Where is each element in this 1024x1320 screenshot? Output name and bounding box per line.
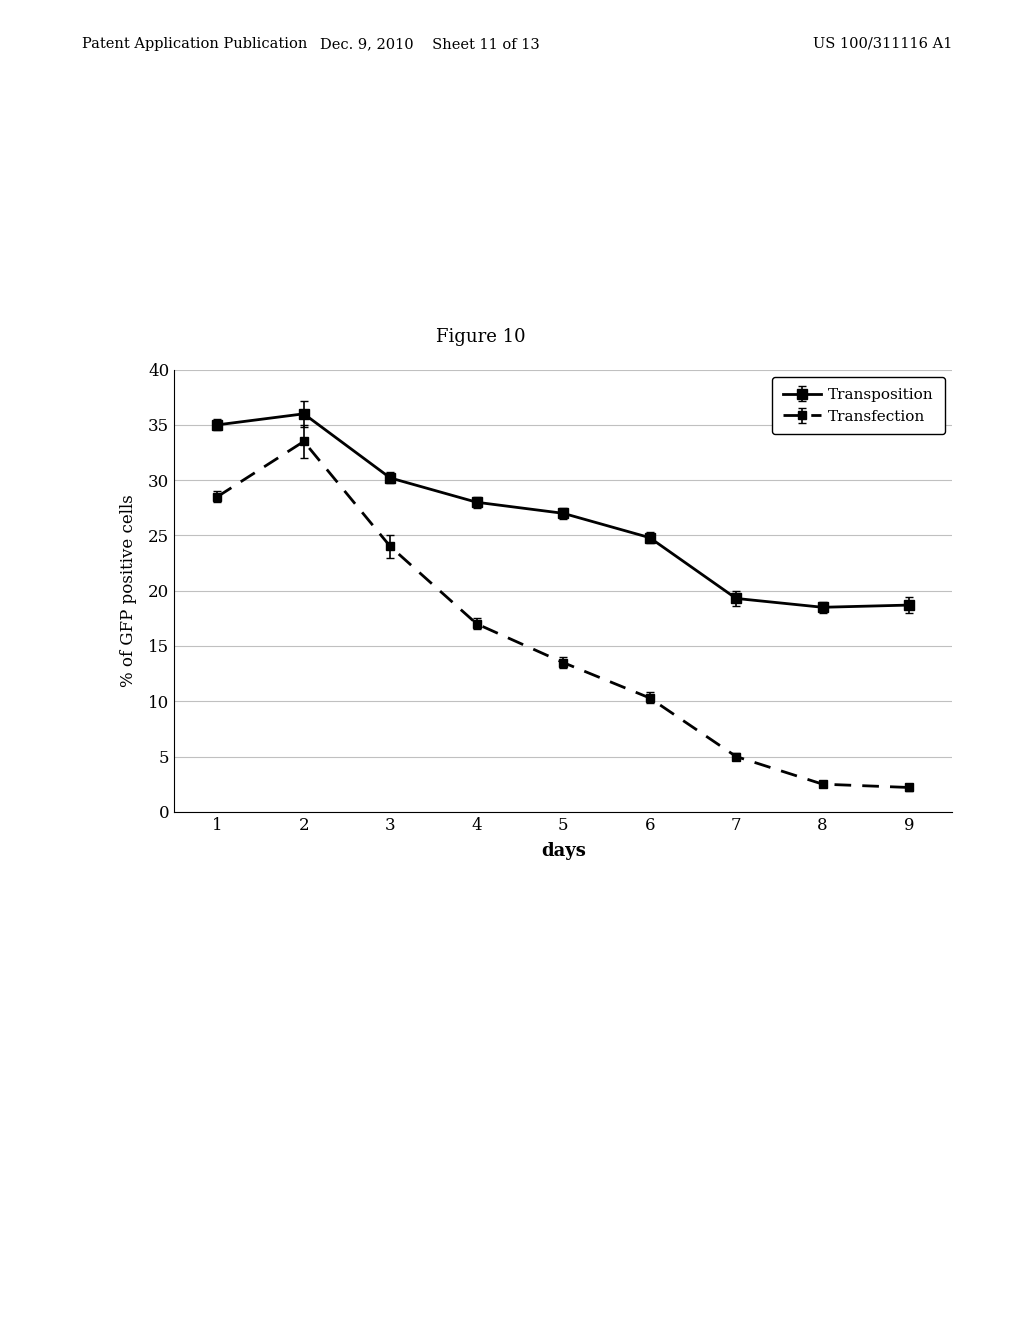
Text: Dec. 9, 2010    Sheet 11 of 13: Dec. 9, 2010 Sheet 11 of 13	[321, 37, 540, 51]
X-axis label: days: days	[541, 842, 586, 861]
Y-axis label: % of GFP positive cells: % of GFP positive cells	[120, 494, 137, 688]
Legend: Transposition, Transfection: Transposition, Transfection	[772, 378, 945, 434]
Text: US 100/311116 A1: US 100/311116 A1	[813, 37, 952, 51]
Text: Patent Application Publication: Patent Application Publication	[82, 37, 307, 51]
Text: Figure 10: Figure 10	[436, 327, 526, 346]
